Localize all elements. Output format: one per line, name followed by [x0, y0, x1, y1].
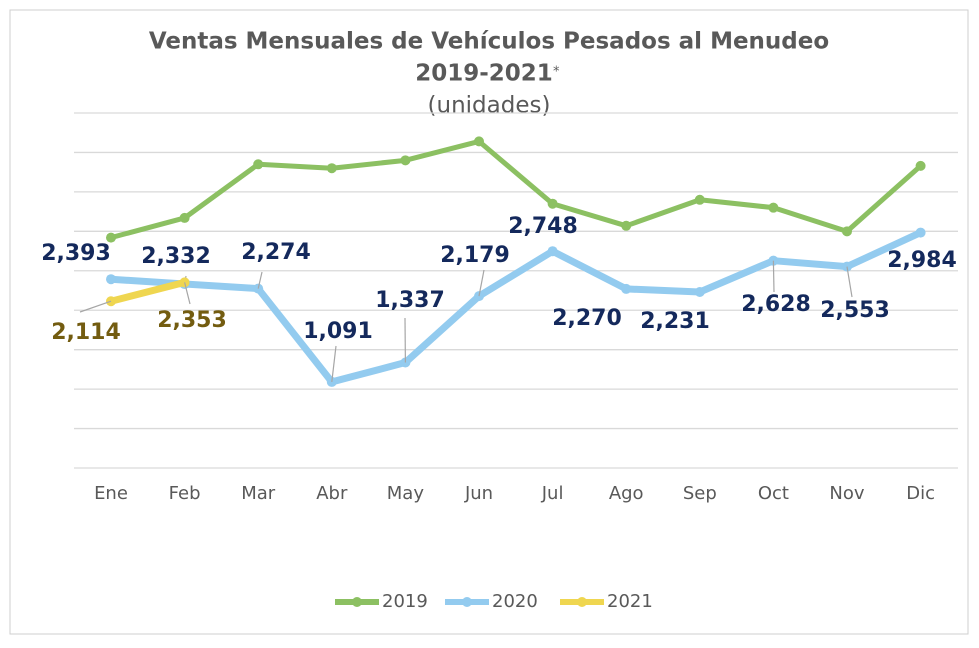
data-label: 2,628 — [741, 292, 811, 317]
x-tick-label: Jun — [464, 483, 493, 504]
x-tick-label: May — [387, 483, 425, 504]
series-line — [107, 229, 925, 386]
leader-line — [257, 271, 263, 289]
x-tick-label: Jul — [541, 483, 564, 504]
data-point — [694, 286, 705, 297]
leader-line — [79, 300, 112, 313]
data-point — [179, 212, 190, 223]
data-label: 2,748 — [508, 214, 578, 239]
leader-line — [846, 266, 853, 298]
legend-marker — [462, 597, 472, 607]
data-point — [326, 163, 337, 174]
data-point — [915, 227, 926, 238]
leader-line — [772, 260, 775, 293]
chart-frame — [9, 9, 969, 635]
data-point — [842, 226, 852, 237]
data-point — [400, 155, 411, 166]
data-label: 2,393 — [41, 241, 111, 266]
title-mark: * — [553, 65, 560, 80]
x-tick-label: Ago — [609, 483, 644, 504]
data-point — [547, 246, 558, 257]
chart-title: Ventas Mensuales de Vehículos Pesados al… — [149, 29, 829, 55]
data-point — [768, 202, 779, 213]
legend-label: 2021 — [607, 591, 653, 612]
data-label: 2,332 — [141, 244, 211, 269]
data-label: 2,553 — [820, 298, 890, 323]
series-line — [107, 278, 189, 305]
legend-label: 2019 — [382, 591, 428, 612]
data-point — [621, 220, 632, 231]
chart-title-line2: 2019-2021 — [415, 61, 553, 87]
leader-line — [331, 345, 337, 383]
data-point — [694, 194, 705, 205]
legend-label: 2020 — [492, 591, 538, 612]
x-tick-label: Abr — [316, 483, 348, 504]
leader-line — [184, 282, 191, 305]
data-point — [915, 160, 926, 171]
data-label: 2,353 — [157, 308, 227, 333]
data-point — [474, 136, 484, 147]
leader-line — [478, 269, 485, 297]
series-line — [108, 138, 924, 241]
chart-subtitle: (unidades) — [428, 93, 551, 119]
data-label: 2,270 — [552, 306, 622, 331]
data-point — [547, 198, 558, 209]
legend-marker — [352, 597, 362, 607]
data-label: 2,231 — [640, 309, 710, 334]
x-tick-label: Ene — [94, 483, 128, 504]
data-label: 2,179 — [440, 243, 510, 268]
x-tick-label: Mar — [241, 483, 276, 504]
data-label: 2,984 — [887, 248, 957, 273]
data-label: 2,274 — [241, 240, 311, 265]
x-tick-label: Sep — [683, 483, 717, 504]
data-point — [106, 232, 116, 243]
data-label: 2,114 — [51, 320, 121, 345]
x-tick-label: Nov — [829, 483, 864, 504]
x-tick-label: Dic — [906, 483, 935, 504]
data-label: 1,337 — [375, 288, 445, 313]
x-tick-label: Oct — [758, 483, 789, 504]
x-tick-label: Feb — [169, 483, 201, 504]
legend-marker — [577, 597, 587, 607]
data-point — [106, 274, 116, 285]
data-label: 1,091 — [303, 319, 373, 344]
data-point — [621, 283, 632, 294]
data-point — [253, 159, 264, 170]
